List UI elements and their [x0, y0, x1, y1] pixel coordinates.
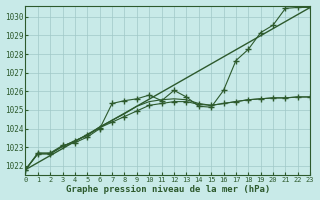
X-axis label: Graphe pression niveau de la mer (hPa): Graphe pression niveau de la mer (hPa)	[66, 185, 270, 194]
